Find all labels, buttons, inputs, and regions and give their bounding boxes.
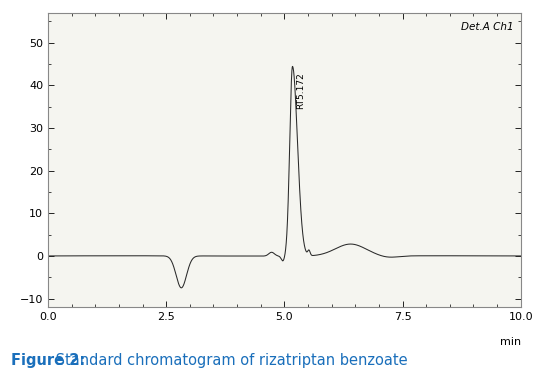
Text: Figure 2:: Figure 2: [11,353,85,368]
Text: RT5.172: RT5.172 [296,73,305,110]
Text: Det.A Ch1: Det.A Ch1 [461,22,514,32]
Text: Standard chromatogram of rizatriptan benzoate: Standard chromatogram of rizatriptan ben… [51,353,407,368]
Text: min: min [499,337,521,347]
